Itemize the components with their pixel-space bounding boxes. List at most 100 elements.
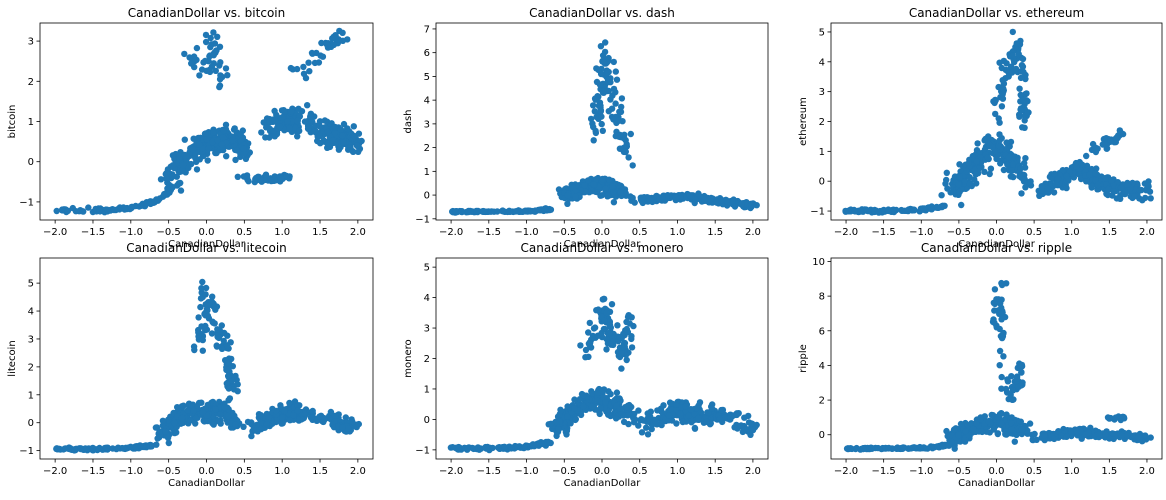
scatter-point (342, 414, 349, 421)
scatter-point (315, 59, 323, 66)
scatter-point (628, 333, 635, 340)
scatter-point (1096, 433, 1103, 440)
scatter-point (224, 412, 232, 420)
scatter-point (137, 202, 145, 209)
scatter-point (205, 145, 213, 152)
scatter-point (629, 162, 636, 169)
scatter-point (964, 422, 971, 429)
scatter-point (603, 309, 610, 316)
scatter-point (294, 407, 302, 414)
scatter-point (190, 135, 197, 142)
scatter-point (647, 408, 654, 415)
scatter-point (198, 399, 205, 406)
scatter-point (999, 90, 1006, 98)
scatter-point (154, 435, 161, 442)
scatter-point (296, 127, 303, 135)
scatter-point (590, 137, 597, 144)
scatter-point (676, 410, 684, 417)
scatter-point (1003, 60, 1010, 67)
scatter-point (737, 422, 745, 429)
y-tick-label: 2 (28, 362, 34, 373)
scatter-point (623, 325, 630, 333)
scatter-point (988, 411, 995, 419)
x-tick-label: 1.0 (1064, 227, 1080, 238)
scatter-point (609, 338, 616, 346)
chart-title: CanadianDollar vs. ripple (921, 241, 1072, 255)
y-tick-label: 4 (424, 96, 430, 107)
scatter-point (1004, 378, 1012, 385)
scatter-point (1017, 106, 1024, 113)
scatter-point (998, 296, 1005, 303)
scatter-point (1063, 433, 1070, 440)
scatter-point (997, 160, 1004, 167)
scatter-point (907, 445, 915, 452)
scatter-point (1092, 170, 1099, 177)
scatter-point (987, 165, 995, 172)
y-tick-label: 7 (424, 24, 430, 35)
scatter-points (449, 39, 760, 216)
y-tick-label: 1 (424, 384, 430, 395)
scatter-point (748, 202, 755, 209)
scatter-point (557, 407, 565, 414)
scatter-point (685, 412, 692, 419)
scatter-point (638, 429, 646, 436)
scatter-point (307, 113, 314, 120)
scatter-point (240, 150, 248, 157)
scatter-point (985, 418, 993, 425)
scatter-point (202, 322, 209, 330)
scatter-point (998, 103, 1006, 110)
scatter-point (1103, 141, 1110, 149)
y-tick-label: 2 (424, 143, 430, 154)
scatter-point (585, 329, 592, 336)
scatter-point (1102, 431, 1109, 438)
scatter-point (991, 319, 998, 326)
x-tick-label: −1.0 (909, 466, 933, 477)
scatter-point (723, 197, 730, 204)
y-tick-label: 0 (28, 418, 34, 429)
y-axis-label: dash (403, 109, 414, 133)
x-tick-label: −0.5 (157, 466, 181, 477)
scatter-point (672, 194, 680, 201)
scatter-point (703, 418, 710, 426)
scatter-point (85, 204, 92, 211)
scatter-point (1008, 419, 1015, 427)
scatter-point (193, 158, 200, 165)
chart-title: CanadianDollar vs. litecoin (126, 241, 287, 255)
scatter-point (350, 123, 357, 130)
scatter-point (868, 444, 875, 452)
scatter-point (286, 417, 294, 424)
scatter-point (234, 388, 241, 395)
scatter-point (604, 340, 612, 347)
scatter-point (638, 197, 645, 204)
scatter-point (178, 419, 185, 426)
scatter-point (951, 173, 959, 180)
scatter-point (547, 420, 555, 427)
scatter-point (857, 207, 864, 214)
scatter-point (290, 412, 297, 419)
scatter-point (1019, 55, 1027, 63)
y-tick-label: 10 (812, 257, 825, 268)
y-tick-label: 0 (424, 191, 430, 202)
scatter-point (595, 66, 602, 74)
scatter-point (266, 134, 273, 141)
scatter-point (324, 128, 332, 136)
scatter-point (268, 177, 275, 184)
scatter-point (590, 123, 597, 131)
scatter-point (593, 78, 601, 86)
y-tick-label: 1 (28, 117, 34, 128)
scatter-point (210, 421, 217, 428)
scatter-point (277, 175, 285, 182)
scatter-point (665, 417, 672, 424)
scatter-point (1063, 184, 1070, 192)
scatter-point (1078, 435, 1085, 442)
scatter-point (220, 337, 227, 345)
scatter-point (294, 133, 301, 140)
x-tick-label: −1.5 (81, 227, 105, 238)
scatter-point (564, 413, 571, 420)
scatter-point (963, 167, 970, 175)
scatter-point (279, 414, 286, 421)
scatter-point (188, 60, 195, 67)
scatter-point (1022, 155, 1029, 162)
scatter-point (187, 417, 194, 424)
y-tick-label: 6 (424, 48, 430, 59)
